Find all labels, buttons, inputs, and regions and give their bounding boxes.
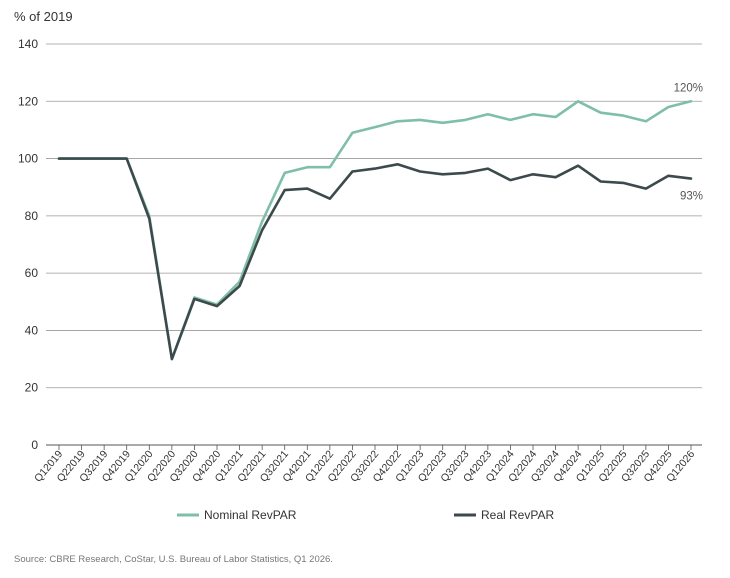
y-unit-label: % of 2019 <box>14 9 73 24</box>
source-note: Source: CBRE Research, CoStar, U.S. Bure… <box>14 554 333 565</box>
end-labels: 120% 93% <box>674 82 703 202</box>
y-tick-label: 20 <box>25 381 39 395</box>
y-tick-label: 120 <box>18 94 38 108</box>
series-line-real-revpar <box>57 157 693 361</box>
legend-label: Real RevPAR <box>481 508 554 522</box>
gridlines <box>46 43 702 446</box>
legend-label: Nominal RevPAR <box>204 508 297 522</box>
y-axis: 0 20 40 60 80 100 120 140 <box>18 37 38 452</box>
end-value-label: 120% <box>674 82 703 94</box>
end-value-label: 93% <box>680 191 703 203</box>
y-tick-label: 60 <box>25 266 39 280</box>
x-axis: Q12019Q22019Q32019Q42019Q12020Q22020Q320… <box>32 445 697 485</box>
y-tick-label: 100 <box>18 152 38 166</box>
legend: Nominal RevPAR Real RevPAR <box>177 508 554 522</box>
y-tick-label: 0 <box>31 438 38 452</box>
series-lines <box>57 100 693 361</box>
y-tick-label: 140 <box>18 37 38 51</box>
y-tick-label: 80 <box>25 209 39 223</box>
series-line-nominal-revpar <box>57 100 693 361</box>
y-tick-label: 40 <box>25 323 39 337</box>
